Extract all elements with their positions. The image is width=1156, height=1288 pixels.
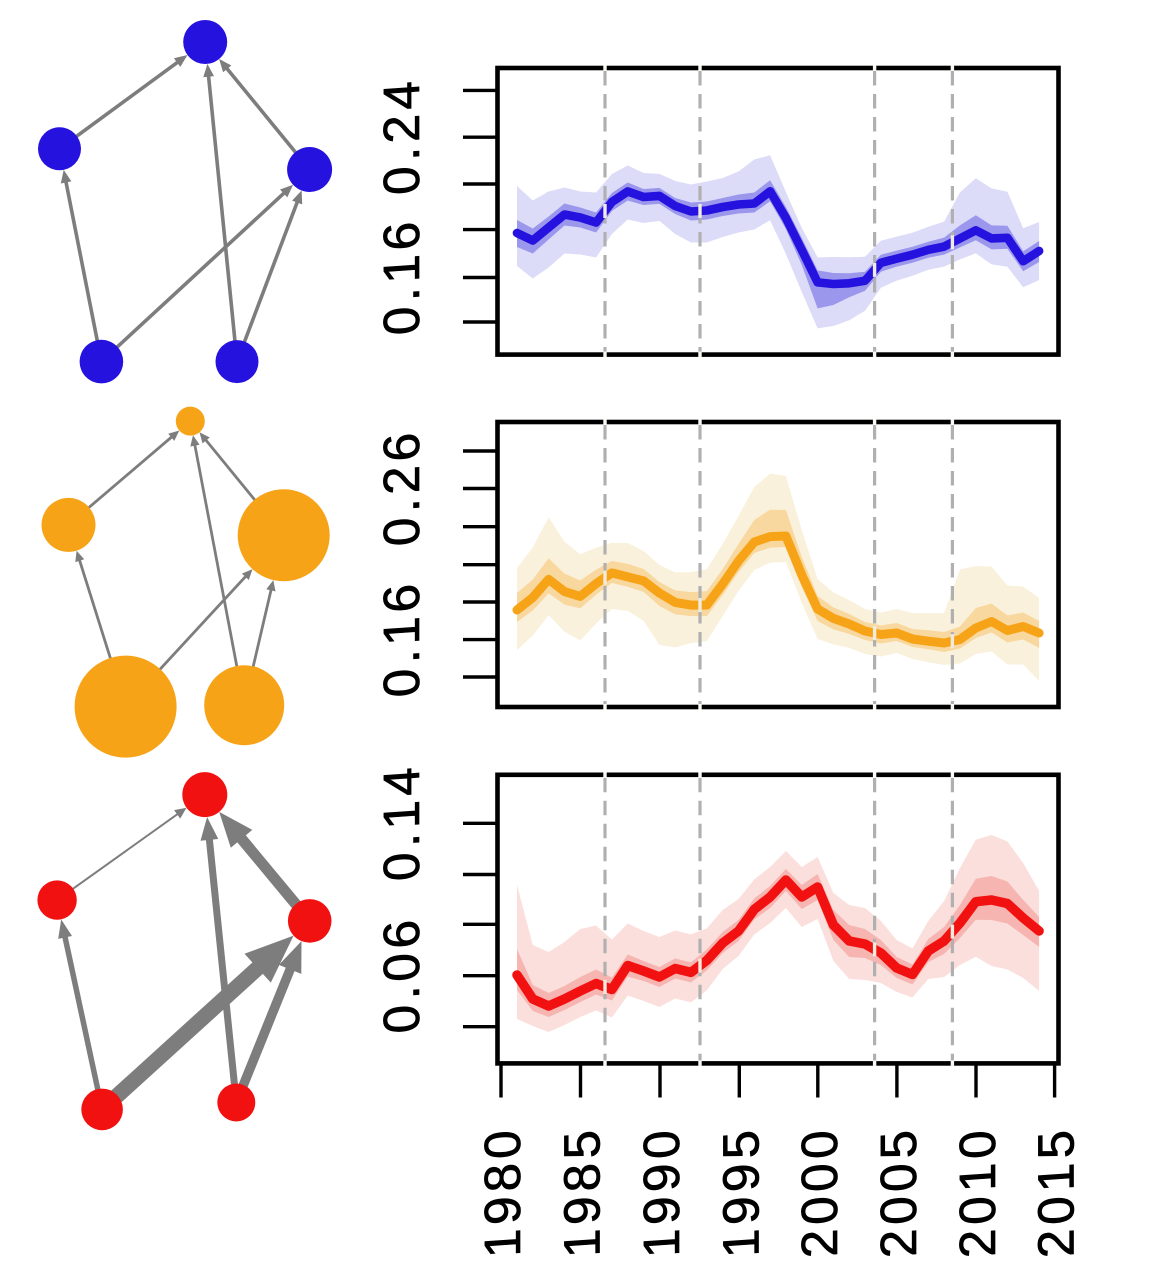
svg-text:2000: 2000	[791, 1124, 848, 1260]
svg-text:0.16: 0.16	[373, 578, 430, 700]
svg-text:2010: 2010	[949, 1124, 1006, 1260]
svg-text:0.16: 0.16	[373, 215, 430, 337]
svg-text:0.26: 0.26	[373, 426, 430, 548]
svg-text:2005: 2005	[870, 1124, 927, 1260]
svg-text:1985: 1985	[554, 1124, 611, 1260]
svg-text:1995: 1995	[712, 1124, 769, 1260]
svg-text:1980: 1980	[474, 1124, 531, 1260]
svg-text:0.06: 0.06	[373, 914, 430, 1036]
svg-text:0.24: 0.24	[373, 75, 430, 197]
svg-text:0.14: 0.14	[373, 761, 430, 883]
svg-text:1990: 1990	[633, 1124, 690, 1260]
svg-text:2015: 2015	[1028, 1124, 1085, 1260]
